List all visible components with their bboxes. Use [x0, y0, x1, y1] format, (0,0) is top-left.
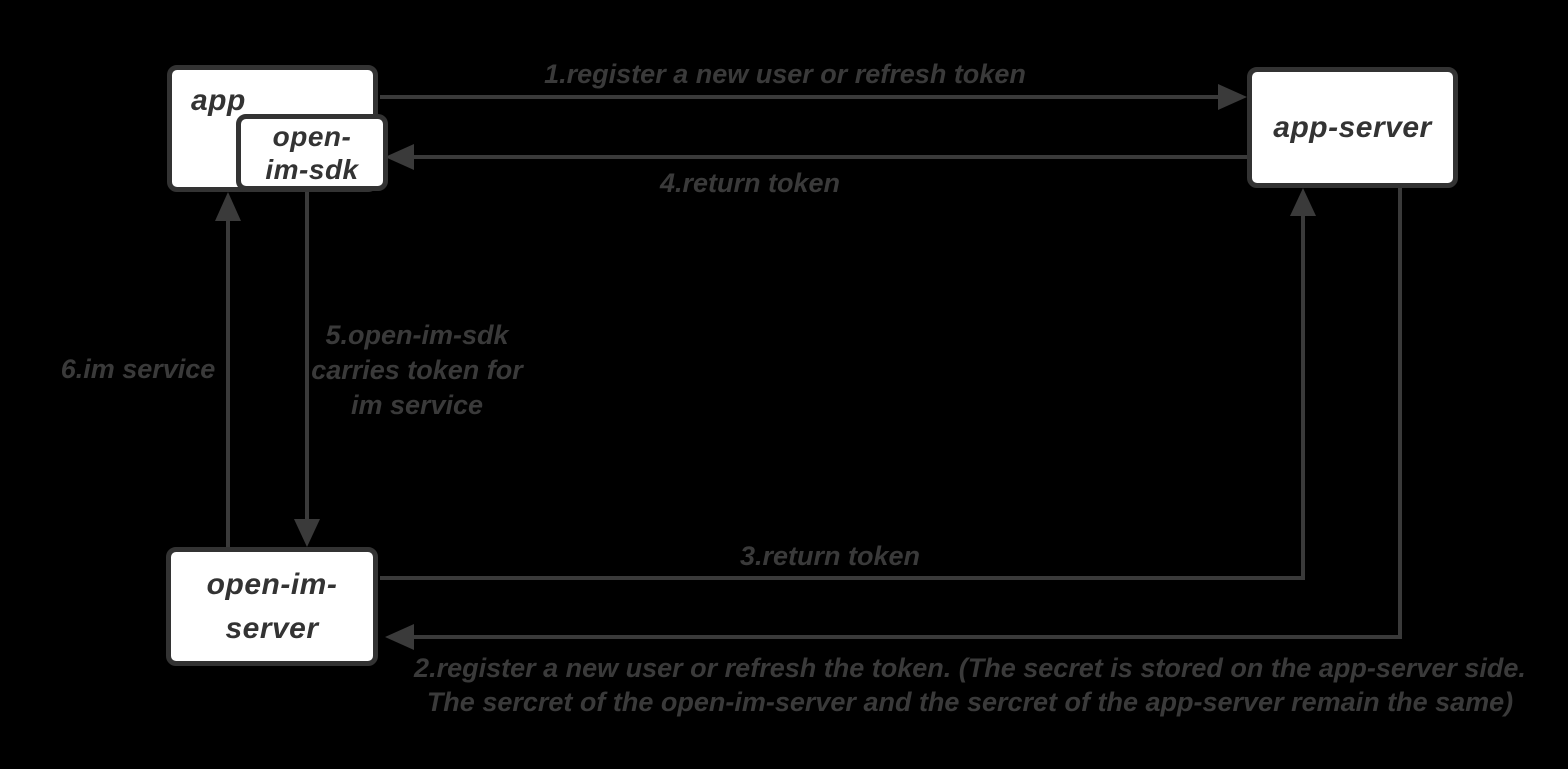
edge-5-label: 5.open-im-sdk carries token for im servi…	[302, 318, 532, 423]
node-open-im-server: open-im- server	[166, 547, 378, 666]
edge-6-arrow	[215, 192, 241, 547]
edge-3-label: 3.return token	[739, 541, 921, 571]
edge-4-arrow	[385, 144, 1247, 170]
edge-2-label-line1: 2.register a new user or refresh the tok…	[414, 653, 1526, 683]
edge-2-label-line2: The sercret of the open-im-server and th…	[426, 687, 1514, 717]
node-open-im-sdk: open- im-sdk	[236, 114, 388, 191]
edge-5-label-line1: 5.open-im-sdk	[325, 320, 509, 350]
node-open-im-server-label-line2: server	[225, 611, 319, 645]
edge-4-label: 4.return token	[659, 168, 841, 198]
node-open-im-sdk-label-line1: open-	[272, 120, 352, 152]
node-open-im-sdk-label: open- im-sdk	[265, 120, 358, 186]
node-app-server: app-server	[1247, 67, 1458, 188]
edge-5-label-line3: im service	[350, 390, 484, 420]
node-app-label: app	[191, 84, 246, 117]
node-open-im-server-label: open-im- server	[207, 563, 338, 651]
edge-6-label: 6.im service	[60, 354, 216, 384]
edge-1-arrow	[380, 84, 1247, 110]
node-app: app open- im-sdk	[167, 65, 388, 192]
edge-5-arrow	[294, 191, 320, 547]
edge-2-label: 2.register a new user or refresh the tok…	[400, 651, 1540, 719]
edge-2-arrow	[385, 188, 1402, 650]
edge-1-label: 1.register a new user or refresh token	[544, 59, 1026, 89]
edge-5-label-line2: carries token for	[311, 355, 523, 385]
edge-3-arrow	[380, 188, 1316, 580]
node-open-im-server-label-line1: open-im-	[206, 567, 338, 601]
node-open-im-sdk-label-line2: im-sdk	[265, 153, 359, 185]
node-app-server-label: app-server	[1273, 110, 1432, 144]
